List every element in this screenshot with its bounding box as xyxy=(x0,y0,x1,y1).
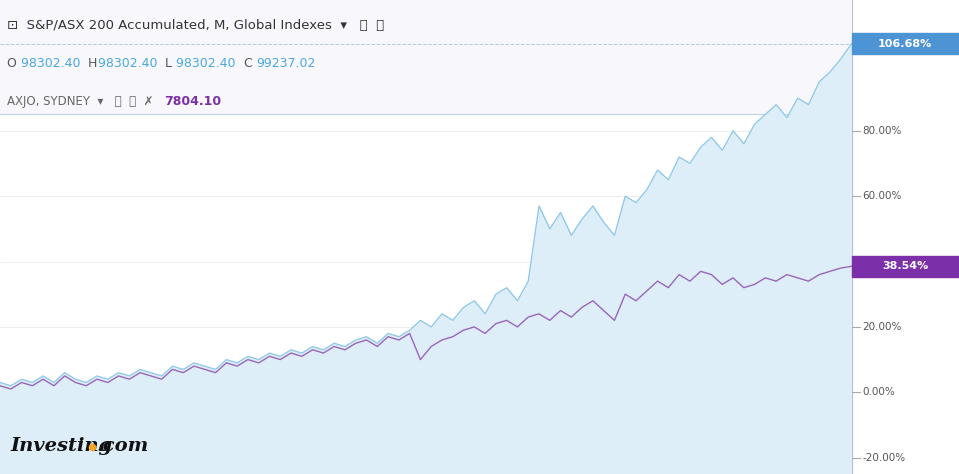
Text: .com: .com xyxy=(96,437,149,455)
Text: 80.00%: 80.00% xyxy=(862,126,901,136)
Text: 38.54%: 38.54% xyxy=(882,261,928,271)
Text: 98302.40: 98302.40 xyxy=(176,57,244,70)
Text: -20.00%: -20.00% xyxy=(862,453,905,463)
Text: 99237.02: 99237.02 xyxy=(256,57,316,70)
Text: 20.00%: 20.00% xyxy=(862,322,901,332)
Text: 0.00%: 0.00% xyxy=(862,387,895,397)
Text: L: L xyxy=(165,57,176,70)
Bar xyxy=(852,33,959,54)
Text: ⊡  S&P/ASX 200 Accumulated, M, Global Indexes  ▾   ⧈  ⧉: ⊡ S&P/ASX 200 Accumulated, M, Global Ind… xyxy=(7,19,384,32)
Text: 60.00%: 60.00% xyxy=(862,191,901,201)
Bar xyxy=(0,0,852,114)
Text: 106.68%: 106.68% xyxy=(878,38,932,48)
Bar xyxy=(852,255,959,277)
Text: AXJO, SYDNEY  ▾   ⧈  ⧉  ✗: AXJO, SYDNEY ▾ ⧈ ⧉ ✗ xyxy=(7,95,165,108)
Text: C: C xyxy=(244,57,256,70)
Text: 98302.40: 98302.40 xyxy=(98,57,165,70)
Text: 40.00%: 40.00% xyxy=(862,256,901,266)
Text: H: H xyxy=(88,57,98,70)
Text: O: O xyxy=(7,57,21,70)
Text: 98302.40: 98302.40 xyxy=(21,57,88,70)
Text: 7804.10: 7804.10 xyxy=(165,95,222,108)
Text: Investing: Investing xyxy=(11,437,112,455)
